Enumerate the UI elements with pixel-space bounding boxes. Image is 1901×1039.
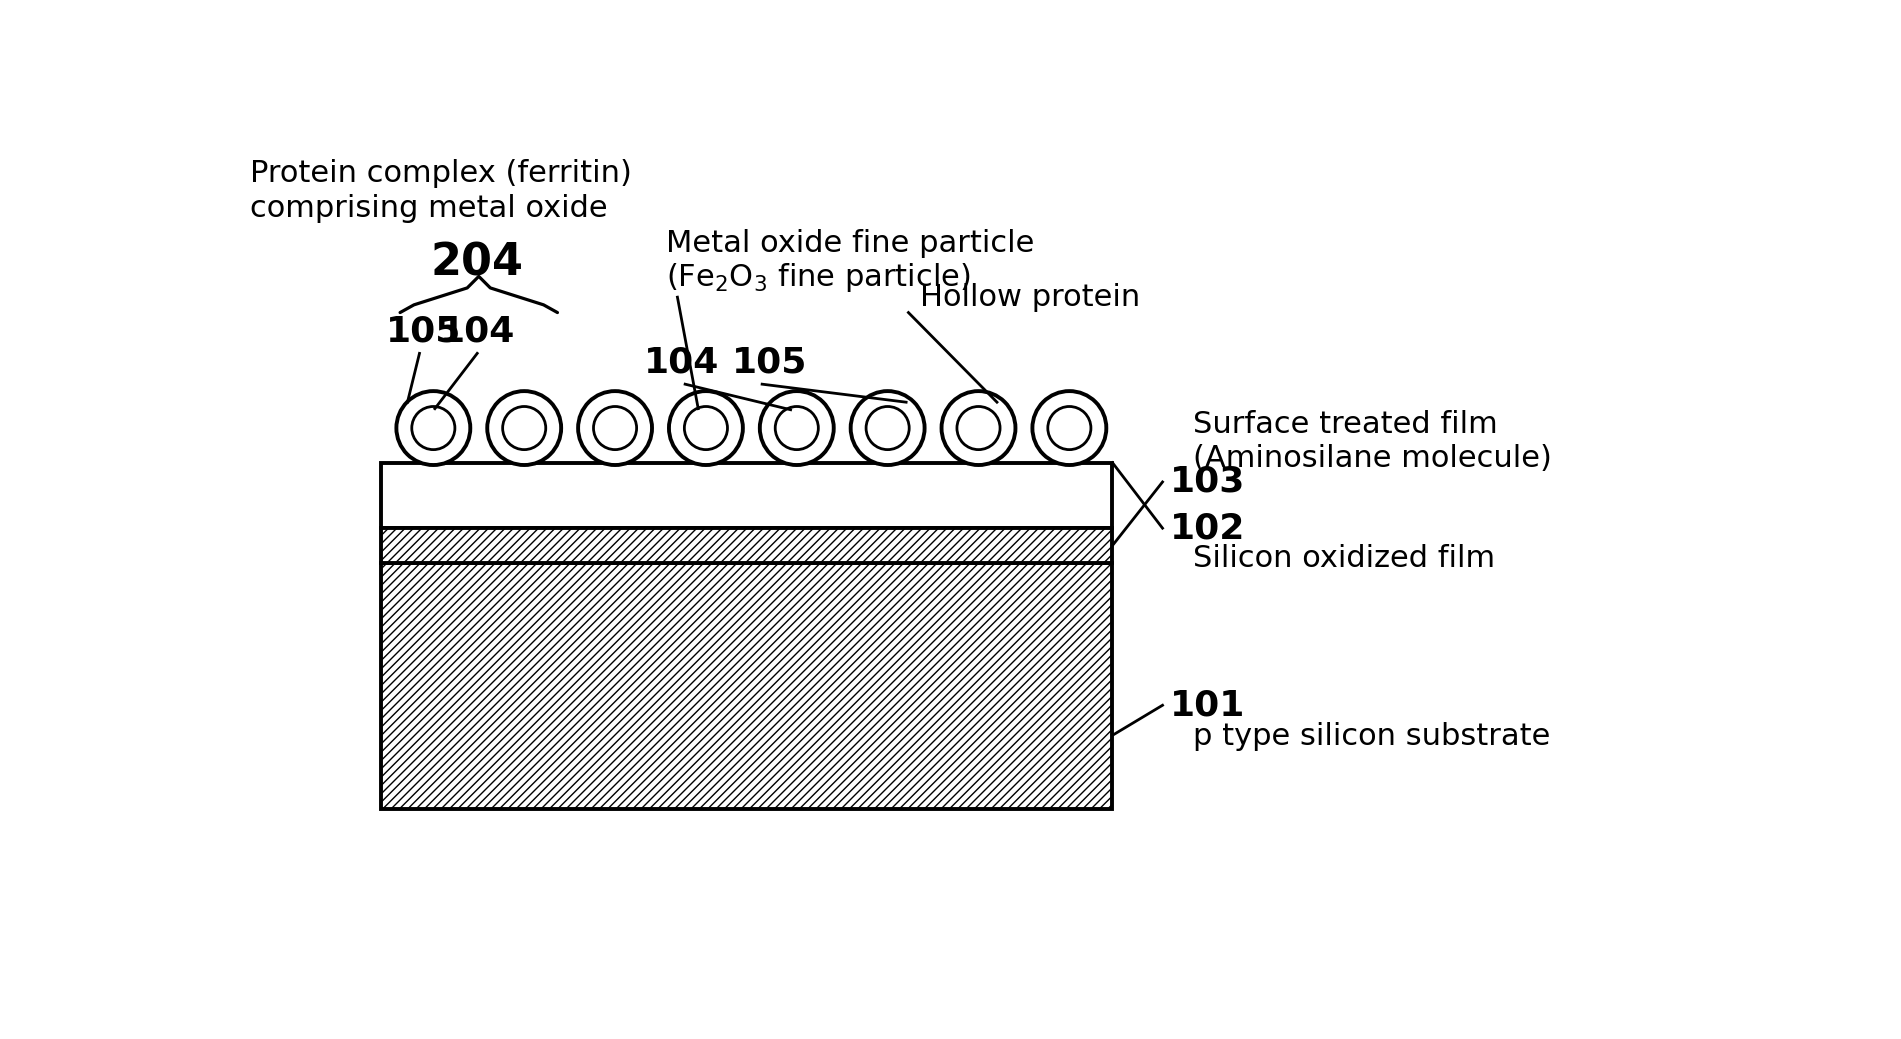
Circle shape [941,391,1015,465]
Circle shape [850,391,924,465]
Circle shape [776,406,817,450]
Text: comprising metal oxide: comprising metal oxide [251,194,608,223]
Text: Silicon oxidized film: Silicon oxidized film [1194,544,1496,574]
Text: 101: 101 [1171,688,1245,722]
Circle shape [578,391,652,465]
Circle shape [1047,406,1091,450]
Bar [380,462,1112,528]
Circle shape [669,391,743,465]
Text: 104: 104 [644,346,719,379]
Circle shape [487,391,561,465]
Circle shape [593,406,637,450]
Circle shape [397,391,470,465]
Text: 105: 105 [732,346,808,379]
Text: 105: 105 [386,315,462,349]
Text: (Aminosilane molecule): (Aminosilane molecule) [1194,445,1553,474]
Text: 103: 103 [1171,465,1245,499]
Circle shape [1032,391,1106,465]
Circle shape [413,406,454,450]
Text: 104: 104 [439,315,515,349]
Circle shape [502,406,546,450]
Circle shape [956,406,1000,450]
Text: Hollow protein: Hollow protein [920,283,1141,312]
Text: 102: 102 [1171,511,1245,545]
Text: p type silicon substrate: p type silicon substrate [1194,721,1551,750]
Text: (Fe$_2$O$_3$ fine particle): (Fe$_2$O$_3$ fine particle) [665,262,971,294]
Bar [380,528,1112,563]
Text: Surface treated film: Surface treated film [1194,409,1498,438]
Text: Metal oxide fine particle: Metal oxide fine particle [665,229,1034,258]
Circle shape [867,406,909,450]
Text: 204: 204 [432,241,525,284]
Circle shape [760,391,835,465]
Circle shape [684,406,728,450]
Text: Protein complex (ferritin): Protein complex (ferritin) [251,159,631,188]
Bar [380,563,1112,809]
